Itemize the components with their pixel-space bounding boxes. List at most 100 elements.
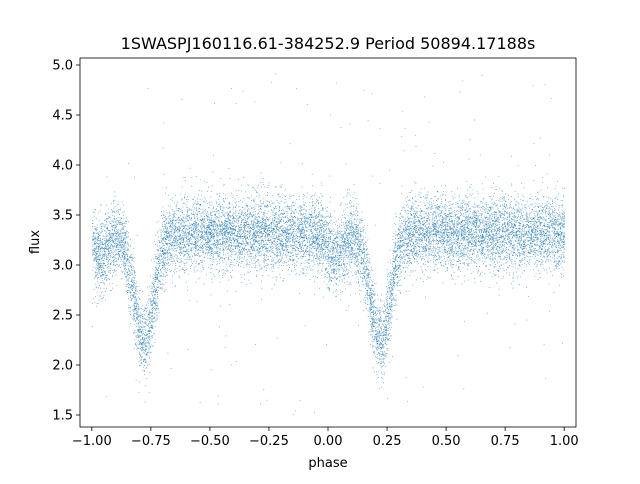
data-point <box>114 218 116 219</box>
data-point <box>529 247 531 249</box>
data-point <box>291 219 293 220</box>
data-point <box>560 217 562 219</box>
data-point <box>263 220 265 222</box>
data-point <box>462 262 464 264</box>
data-point <box>468 263 469 265</box>
data-point <box>116 235 118 237</box>
data-point <box>448 253 450 255</box>
data-point <box>175 229 177 231</box>
data-point <box>323 241 325 242</box>
data-point <box>286 233 287 235</box>
data-point <box>372 318 374 319</box>
data-point <box>525 245 526 247</box>
data-point <box>344 274 346 276</box>
data-point <box>444 248 445 250</box>
data-point <box>519 255 520 257</box>
data-point <box>499 231 500 232</box>
data-point <box>448 223 450 224</box>
data-point <box>303 221 305 223</box>
data-point <box>456 221 458 222</box>
data-point <box>155 318 157 320</box>
data-point <box>368 288 370 290</box>
data-point <box>519 255 521 257</box>
data-point <box>418 246 420 248</box>
data-point <box>96 217 97 219</box>
data-point <box>335 223 336 225</box>
data-point <box>416 217 418 218</box>
data-point <box>305 231 307 232</box>
data-point <box>298 220 300 221</box>
data-point <box>315 216 317 218</box>
data-point <box>278 211 280 213</box>
data-point <box>470 237 472 239</box>
data-point <box>363 246 364 248</box>
data-point <box>327 216 329 217</box>
data-point <box>300 230 301 232</box>
data-point <box>302 237 304 238</box>
data-point <box>97 274 98 276</box>
data-point <box>148 333 150 334</box>
data-point <box>191 185 193 187</box>
data-point <box>134 311 136 313</box>
data-point <box>214 222 216 224</box>
data-point <box>204 226 205 227</box>
data-point <box>356 253 357 255</box>
data-point <box>455 214 456 216</box>
data-point <box>208 224 210 226</box>
data-point <box>492 247 493 249</box>
data-point <box>309 229 311 231</box>
data-point <box>445 251 447 253</box>
data-point <box>347 224 349 226</box>
data-point <box>545 239 547 241</box>
data-point <box>120 236 122 238</box>
data-point <box>208 236 210 238</box>
data-point <box>486 257 487 258</box>
data-point <box>196 218 198 220</box>
data-point <box>148 330 149 331</box>
data-point <box>103 283 105 285</box>
data-point <box>367 274 368 276</box>
data-point <box>406 213 408 215</box>
data-point <box>538 210 540 212</box>
data-point <box>201 238 202 239</box>
data-point <box>216 252 217 254</box>
data-point <box>112 227 114 228</box>
data-point <box>509 242 511 243</box>
data-point <box>522 243 524 244</box>
data-point <box>260 236 262 238</box>
data-point <box>272 246 273 247</box>
data-point <box>458 256 460 258</box>
data-point <box>292 219 294 220</box>
data-point <box>351 253 353 255</box>
data-point <box>334 268 336 270</box>
data-point <box>434 235 435 237</box>
data-point <box>413 222 415 224</box>
data-point <box>229 211 231 213</box>
data-point <box>456 233 458 235</box>
data-point <box>175 227 177 229</box>
data-point <box>491 238 493 239</box>
data-point <box>353 263 355 264</box>
data-point <box>341 254 343 256</box>
data-point <box>116 236 118 238</box>
data-point <box>356 236 358 238</box>
data-point <box>450 207 451 209</box>
data-point <box>319 215 320 217</box>
data-point <box>334 243 336 245</box>
data-point <box>308 229 310 231</box>
data-point <box>520 218 521 220</box>
data-point <box>510 204 511 206</box>
data-point <box>343 257 344 259</box>
data-point <box>263 242 264 243</box>
data-point <box>527 234 529 236</box>
data-point <box>379 324 380 326</box>
data-point <box>475 217 476 219</box>
data-point <box>290 243 291 245</box>
data-point <box>503 203 505 205</box>
data-point <box>123 214 124 216</box>
data-point <box>146 337 148 339</box>
data-point <box>471 242 472 244</box>
data-point <box>319 237 320 239</box>
data-point <box>96 259 98 261</box>
data-point <box>262 247 264 248</box>
